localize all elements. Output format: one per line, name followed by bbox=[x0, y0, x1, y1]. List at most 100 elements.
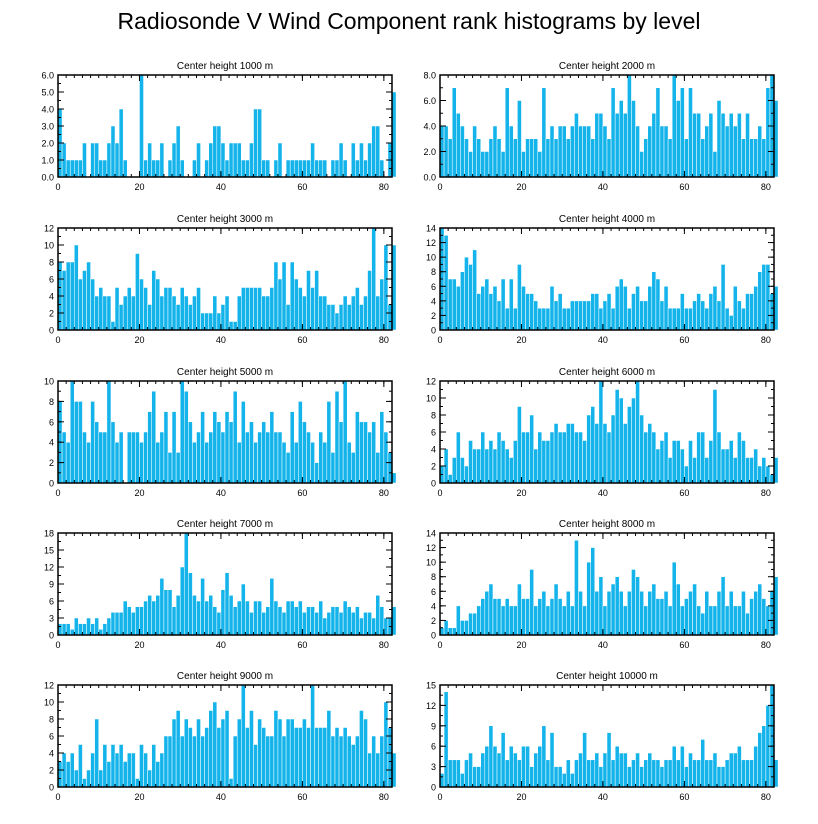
panel-5-xtick-label: 40 bbox=[216, 488, 226, 498]
panel-7-bar bbox=[118, 612, 124, 636]
panel-2-bar bbox=[749, 138, 754, 178]
panel-5-bar bbox=[298, 401, 303, 484]
panel-10-title: Center height 10000 m bbox=[556, 671, 658, 682]
panel-10-bar bbox=[684, 766, 689, 788]
panel-8-bar bbox=[728, 591, 734, 636]
panel-7-bar bbox=[351, 612, 356, 636]
panel-2-bar bbox=[606, 138, 612, 178]
panel-7-bar bbox=[86, 617, 91, 636]
panel-10-bar bbox=[447, 759, 453, 788]
panel-10-ytick-label: 6 bbox=[431, 742, 436, 752]
panel-2-ytick-label: 2.0 bbox=[423, 147, 436, 157]
panel-8-bar bbox=[521, 598, 526, 636]
panel-9-bar bbox=[147, 769, 152, 788]
panel-10-bar bbox=[724, 759, 730, 788]
panel-9-bar bbox=[326, 710, 332, 788]
panel-10-bar bbox=[631, 759, 636, 788]
panel-2-bar bbox=[496, 138, 502, 178]
panel-5-bar bbox=[375, 452, 381, 484]
panel-10-ytick-label: 3 bbox=[431, 762, 436, 772]
panel-9-xtick-label: 0 bbox=[55, 792, 60, 802]
panel-8-bar bbox=[712, 605, 718, 636]
panel-10-xtick-label: 60 bbox=[679, 792, 689, 802]
panel-2-bar bbox=[671, 74, 677, 178]
panel-2-bar bbox=[549, 125, 555, 178]
panel-6-bar bbox=[570, 423, 575, 484]
panel-2-ytick-label: 0.0 bbox=[423, 173, 436, 183]
panel-7-bar bbox=[139, 606, 144, 636]
panel-6-bar bbox=[716, 431, 722, 484]
panel-5-bar bbox=[78, 401, 83, 484]
panel-3-bar bbox=[334, 312, 340, 331]
panel-6-bar bbox=[504, 448, 510, 484]
panel-8-bar bbox=[631, 569, 636, 636]
panel-1-bar bbox=[208, 142, 214, 178]
panel-9-bar bbox=[228, 778, 234, 788]
panel-2-ytick-label: 8.0 bbox=[423, 71, 436, 81]
panel-10-bar bbox=[476, 766, 481, 788]
panel-4-bar bbox=[553, 300, 559, 331]
panel-10-bar bbox=[671, 745, 677, 788]
panel-10-ytick-label: 0 bbox=[431, 783, 436, 793]
panel-5-ytick-label: 4 bbox=[49, 438, 54, 448]
panel-8-bar bbox=[737, 605, 742, 636]
panel-10-ytick-label: 9 bbox=[431, 721, 436, 731]
panel-2-bar bbox=[468, 151, 473, 178]
panel-5-bar bbox=[139, 441, 144, 484]
panel-2-bar bbox=[761, 138, 767, 178]
panel-9-bar bbox=[98, 769, 104, 788]
panel-5-ytick-label: 2 bbox=[49, 458, 54, 468]
panel-6-bar bbox=[476, 448, 481, 484]
panel-4-bar bbox=[529, 293, 534, 331]
panel-6-bar bbox=[451, 457, 457, 484]
panel-5-bar bbox=[314, 462, 319, 484]
panel-8-bar bbox=[741, 591, 746, 636]
panel-10-bar bbox=[606, 732, 612, 788]
panel-4-bar bbox=[733, 286, 738, 331]
panel-2-xtick-label: 20 bbox=[516, 182, 526, 192]
panel-10-bar bbox=[492, 745, 498, 788]
panel-8-bar bbox=[447, 627, 453, 636]
panel-7-bar bbox=[236, 600, 242, 636]
panel-4-ytick-label: 14 bbox=[426, 224, 436, 234]
panel-6-xtick-label: 80 bbox=[761, 488, 771, 498]
panel-3-bar bbox=[196, 287, 201, 331]
panel-5-ytick-label: 10 bbox=[44, 377, 54, 387]
panel-9-bar bbox=[94, 718, 99, 788]
panel-8-bar bbox=[708, 605, 714, 636]
panel-5-bar bbox=[379, 411, 385, 484]
panel-10-bar bbox=[635, 752, 640, 788]
panel-7-bar bbox=[355, 606, 360, 636]
panel-7-bar bbox=[167, 589, 173, 636]
panel-4-bar bbox=[627, 307, 632, 331]
panel-7-ytick-label: 15 bbox=[44, 546, 54, 556]
panel-10-bar bbox=[614, 745, 620, 788]
panel-9-bar bbox=[151, 744, 157, 788]
panel-7-bar bbox=[318, 600, 324, 636]
panel-5-bar bbox=[285, 452, 291, 484]
panel-10-bar bbox=[728, 752, 734, 788]
panel-4-bar bbox=[700, 300, 706, 331]
panel-7-xtick-label: 0 bbox=[55, 640, 60, 650]
panel-7-bar bbox=[122, 600, 128, 636]
panel-2-bar bbox=[566, 138, 571, 178]
panel-3-bar bbox=[314, 270, 319, 331]
panel-8-bar bbox=[488, 583, 494, 636]
panel-5-bar bbox=[159, 431, 165, 484]
panel-4-bar bbox=[647, 286, 653, 331]
panel-6-bar bbox=[557, 431, 563, 484]
panel-9-bar bbox=[179, 735, 185, 788]
panel-8-bar bbox=[525, 598, 530, 636]
panel-10-ytick-label: 15 bbox=[426, 681, 436, 691]
panel-8-bar bbox=[618, 591, 624, 636]
panel-9-bar bbox=[118, 744, 124, 788]
panel-10-bar bbox=[545, 759, 551, 788]
panel-5-bar bbox=[302, 421, 307, 484]
panel-8-bar bbox=[623, 605, 628, 636]
panel-9-bar bbox=[106, 761, 112, 788]
panel-5-bar bbox=[114, 441, 120, 484]
panel-3-bar bbox=[342, 295, 348, 331]
panel-3-bar bbox=[375, 295, 381, 331]
panel-4-bar bbox=[631, 293, 636, 331]
panel-4-bar bbox=[598, 307, 604, 331]
